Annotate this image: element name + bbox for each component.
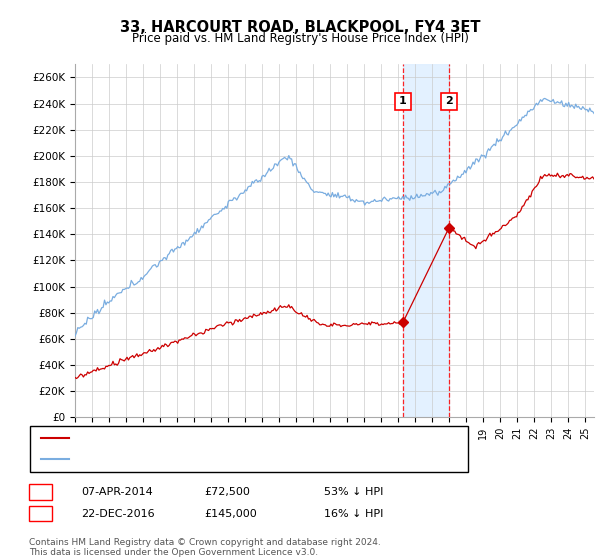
Bar [403,64,449,417]
Text: 2: 2 [445,96,453,106]
Text: HPI: Average price, detached house, Blackpool: HPI: Average price, detached house, Blac… [75,454,319,464]
Text: 22-DEC-2016: 22-DEC-2016 [81,508,155,519]
Text: Price paid vs. HM Land Registry's House Price Index (HPI): Price paid vs. HM Land Registry's House … [131,32,469,45]
Text: 07-APR-2014: 07-APR-2014 [81,487,153,497]
Text: 33, HARCOURT ROAD, BLACKPOOL, FY4 3ET: 33, HARCOURT ROAD, BLACKPOOL, FY4 3ET [120,20,480,35]
Text: 33, HARCOURT ROAD, BLACKPOOL, FY4 3ET (detached house): 33, HARCOURT ROAD, BLACKPOOL, FY4 3ET (d… [75,433,398,443]
Text: £72,500: £72,500 [204,487,250,497]
Text: 1: 1 [399,96,407,106]
Text: 1: 1 [37,487,44,497]
Text: 16% ↓ HPI: 16% ↓ HPI [324,508,383,519]
Text: 53% ↓ HPI: 53% ↓ HPI [324,487,383,497]
Text: £145,000: £145,000 [204,508,257,519]
Text: 2: 2 [37,508,44,519]
Text: Contains HM Land Registry data © Crown copyright and database right 2024.
This d: Contains HM Land Registry data © Crown c… [29,538,380,557]
